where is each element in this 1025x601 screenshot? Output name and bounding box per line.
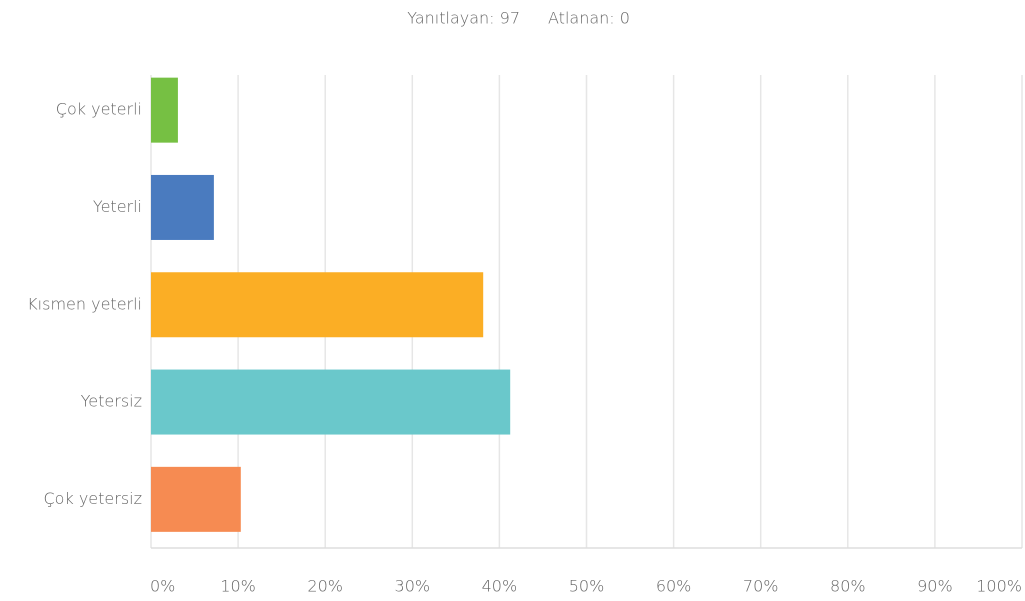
x-tick-label: 20%	[307, 577, 343, 596]
x-tick-label: 70%	[743, 577, 779, 596]
y-tick-label: Çok yeterli	[56, 100, 142, 119]
y-tick-label: Çok yetersiz	[44, 489, 143, 508]
x-tick-label: 100%	[976, 577, 1022, 596]
x-tick-label: 90%	[917, 577, 953, 596]
x-tick-label: 80%	[830, 577, 866, 596]
skipped: Atlanan: 0	[548, 9, 630, 28]
x-tick-label: 50%	[569, 577, 605, 596]
x-tick-label: 60%	[656, 577, 692, 596]
x-tick-label: 40%	[482, 577, 518, 596]
bar	[151, 466, 241, 532]
y-tick-label: Yeterli	[93, 197, 142, 216]
bar	[151, 77, 178, 143]
y-tick-label: Kısmen yeterli	[27, 294, 142, 313]
bar	[151, 174, 214, 240]
x-tick-label: 10%	[220, 577, 256, 596]
bar	[151, 272, 484, 338]
respondents: Yanıtlayan: 97	[407, 9, 520, 28]
x-tick-label: 30%	[395, 577, 431, 596]
x-tick-label: 0%	[150, 577, 175, 596]
bar	[151, 369, 511, 435]
y-tick-label: Yetersiz	[81, 392, 142, 411]
